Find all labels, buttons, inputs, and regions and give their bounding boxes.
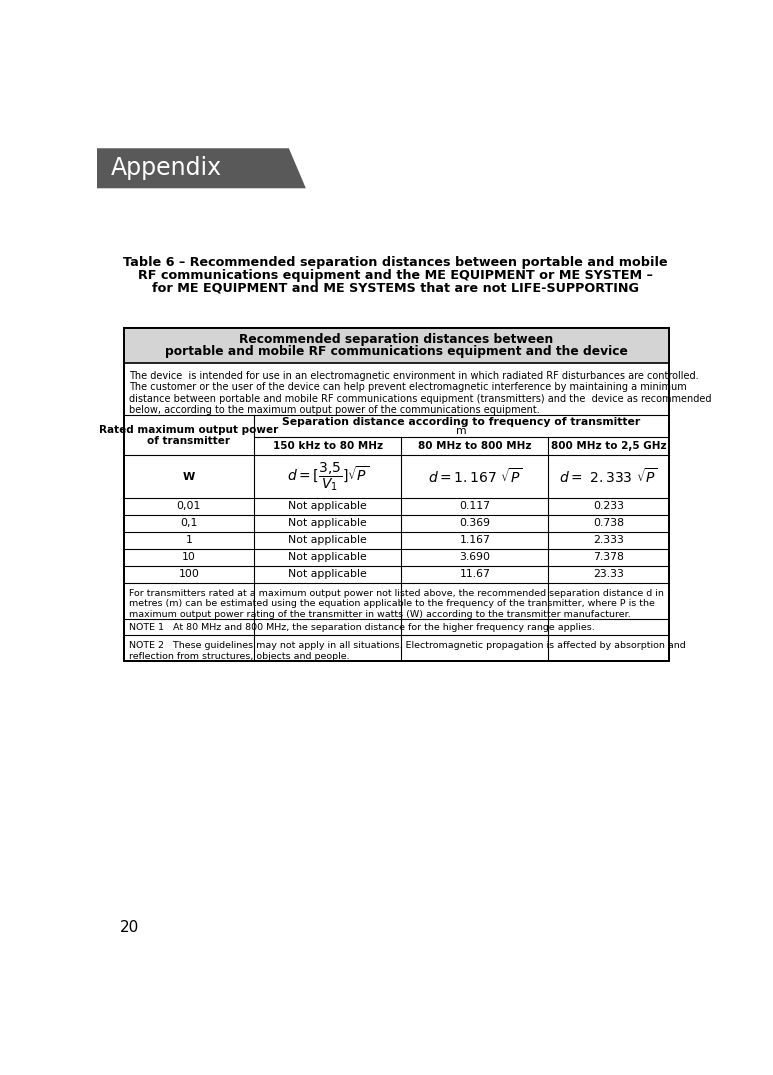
Text: 3.690: 3.690 <box>459 553 490 562</box>
Text: Not applicable: Not applicable <box>288 501 367 512</box>
Text: 23.33: 23.33 <box>593 569 624 579</box>
Text: 0.738: 0.738 <box>593 518 624 528</box>
Text: 7.378: 7.378 <box>593 553 624 562</box>
Text: Separation distance according to frequency of transmitter: Separation distance according to frequen… <box>282 417 640 427</box>
Text: NOTE 2   These guidelines may not apply in all situations. Electromagnetic propa: NOTE 2 These guidelines may not apply in… <box>129 641 686 650</box>
Text: 0.117: 0.117 <box>459 501 490 512</box>
Text: 80 MHz to 800 MHz: 80 MHz to 800 MHz <box>418 441 532 452</box>
Text: $d = 1{.}167\ \sqrt{P}$: $d = 1{.}167\ \sqrt{P}$ <box>427 468 522 486</box>
Text: RF communications equipment and the ME EQUIPMENT or ME SYSTEM –: RF communications equipment and the ME E… <box>138 269 653 282</box>
Text: Not applicable: Not applicable <box>288 553 367 562</box>
Text: 1.167: 1.167 <box>459 535 490 545</box>
Text: 150 kHz to 80 MHz: 150 kHz to 80 MHz <box>273 441 383 452</box>
Text: metres (m) can be estimated using the equation applicable to the frequency of th: metres (m) can be estimated using the eq… <box>129 600 655 608</box>
Text: 0.233: 0.233 <box>593 501 624 512</box>
Polygon shape <box>97 148 306 188</box>
Text: 1: 1 <box>186 535 192 545</box>
Text: Appendix: Appendix <box>111 156 222 181</box>
Text: of transmitter: of transmitter <box>148 435 230 446</box>
Text: Not applicable: Not applicable <box>288 518 367 528</box>
Text: NOTE 1   At 80 MHz and 800 MHz, the separation distance for the higher frequency: NOTE 1 At 80 MHz and 800 MHz, the separa… <box>129 622 595 632</box>
Text: $d = [\dfrac{3{,}5}{V_1}]\sqrt{P}$: $d = [\dfrac{3{,}5}{V_1}]\sqrt{P}$ <box>287 460 369 493</box>
Text: reflection from structures, objects and people.: reflection from structures, objects and … <box>129 651 350 661</box>
Bar <box>124 328 669 661</box>
Text: Not applicable: Not applicable <box>288 569 367 579</box>
Text: for ME EQUIPMENT and ME SYSTEMS that are not LIFE-SUPPORTING: for ME EQUIPMENT and ME SYSTEMS that are… <box>152 282 639 295</box>
Bar <box>124 328 669 661</box>
Text: portable and mobile RF communications equipment and the device: portable and mobile RF communications eq… <box>165 345 628 358</box>
Text: m: m <box>456 426 467 435</box>
Text: Recommended separation distances between: Recommended separation distances between <box>239 332 553 346</box>
Text: W: W <box>182 472 195 482</box>
Text: 2.333: 2.333 <box>593 535 624 545</box>
Text: For transmitters rated at a maximum output power not listed above, the recommend: For transmitters rated at a maximum outp… <box>129 589 664 598</box>
Text: 100: 100 <box>179 569 199 579</box>
Text: maximum output power rating of the transmitter in watts (W) according to the tra: maximum output power rating of the trans… <box>129 611 631 619</box>
Text: Not applicable: Not applicable <box>288 535 367 545</box>
Text: 0,1: 0,1 <box>180 518 198 528</box>
Text: 20: 20 <box>120 920 139 935</box>
Text: below, according to the maximum output power of the communications equipment.: below, according to the maximum output p… <box>129 405 540 415</box>
Text: 800 MHz to 2,5 GHz: 800 MHz to 2,5 GHz <box>550 441 666 452</box>
Text: Table 6 – Recommended separation distances between portable and mobile: Table 6 – Recommended separation distanc… <box>124 256 668 269</box>
Text: Rated maximum output power: Rated maximum output power <box>99 425 278 435</box>
Bar <box>124 328 669 363</box>
Text: 0,01: 0,01 <box>177 501 201 512</box>
Text: $d =\ 2{.}333\ \sqrt{P}$: $d =\ 2{.}333\ \sqrt{P}$ <box>559 468 658 486</box>
Text: 10: 10 <box>182 553 196 562</box>
Text: The customer or the user of the device can help prevent electromagnetic interfer: The customer or the user of the device c… <box>129 383 687 392</box>
Text: distance between portable and mobile RF communications equipment (transmitters) : distance between portable and mobile RF … <box>129 393 712 404</box>
Text: 0.369: 0.369 <box>459 518 490 528</box>
Text: The device  is intended for use in an electromagnetic environment in which radia: The device is intended for use in an ele… <box>129 371 699 381</box>
Text: 11.67: 11.67 <box>459 569 490 579</box>
